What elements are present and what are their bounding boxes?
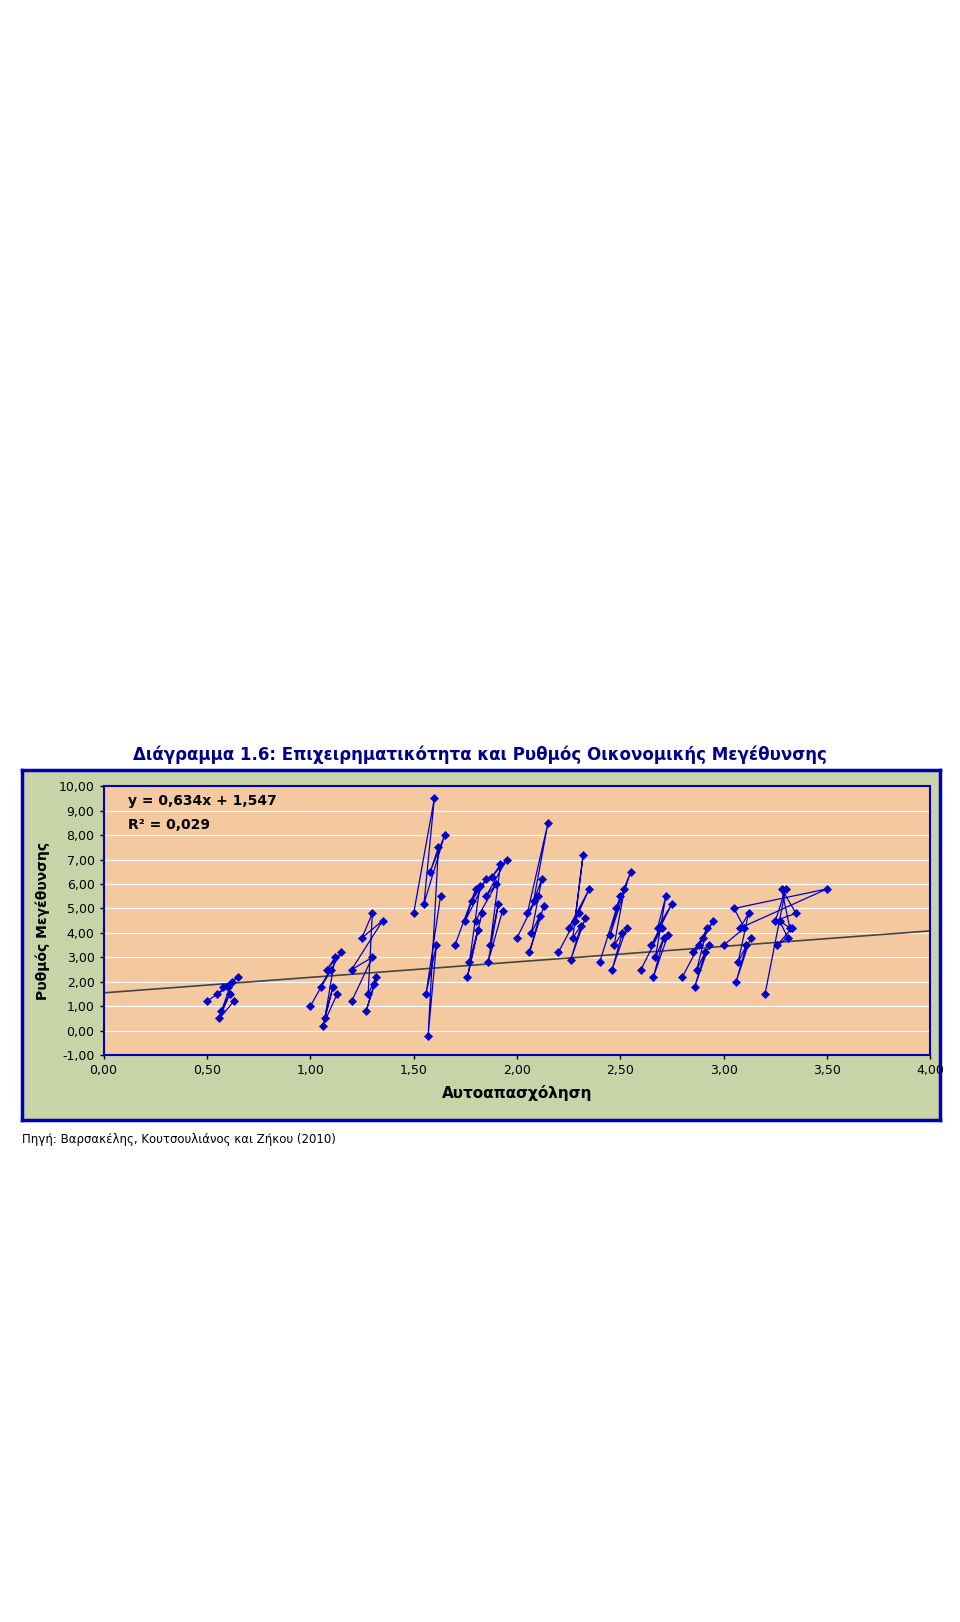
Text: R² = 0,029: R² = 0,029 — [129, 819, 210, 832]
Text: Διάγραμμα 1.6: Επιχειρηματικότητα και Ρυθμός Οικονομικής Μεγέθυνσης: Διάγραμμα 1.6: Επιχειρηματικότητα και Ρυ… — [133, 744, 827, 764]
Text: y = 0,634x + 1,547: y = 0,634x + 1,547 — [129, 795, 277, 808]
Text: Πηγή: Βαρσακέλης, Κουτσουλιάνος και Ζήκου (2010): Πηγή: Βαρσακέλης, Κουτσουλιάνος και Ζήκο… — [22, 1134, 336, 1147]
X-axis label: Αυτοαπασχόληση: Αυτοαπασχόληση — [442, 1085, 592, 1101]
Y-axis label: Ρυθμός Μεγέθυνσης: Ρυθμός Μεγέθυνσης — [36, 842, 50, 999]
